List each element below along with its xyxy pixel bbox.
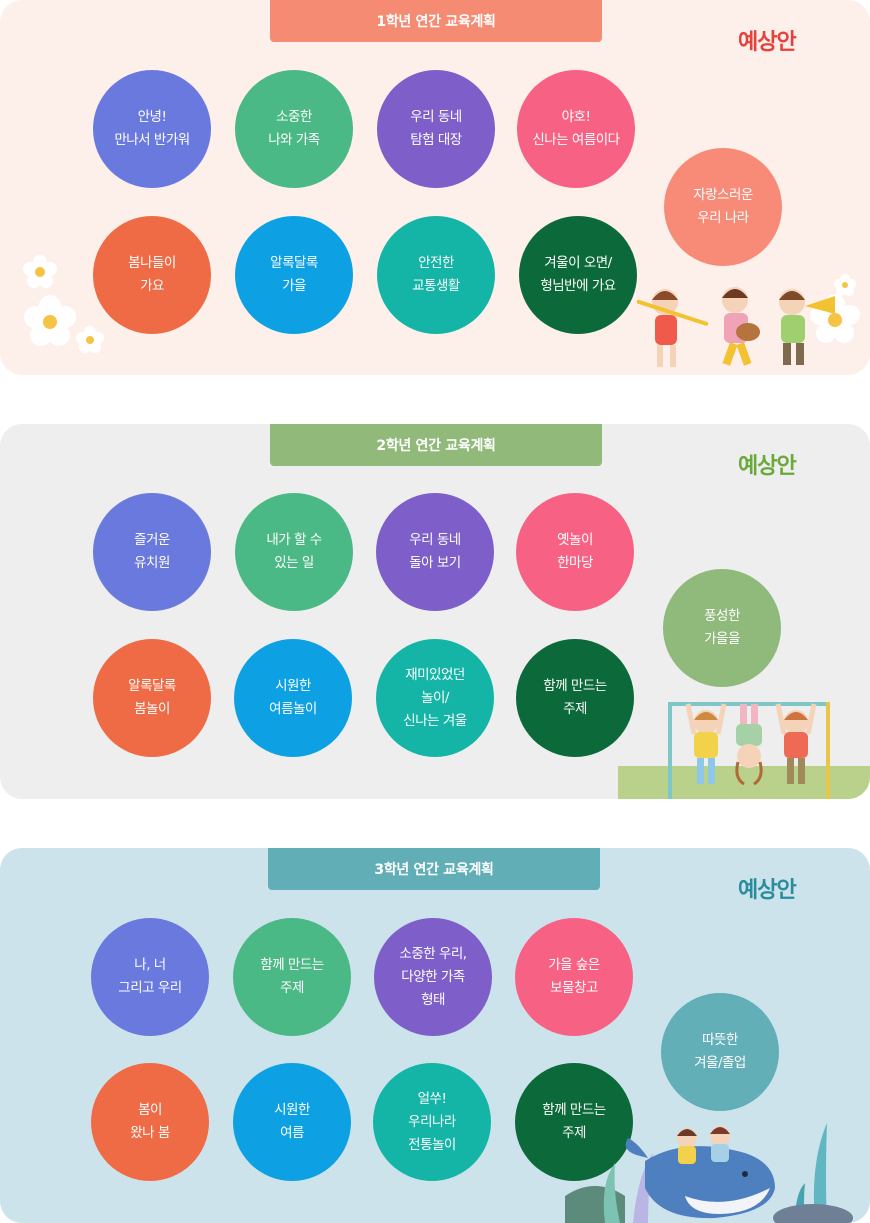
- grade3-title: 3학년 연간 교육계획: [268, 848, 600, 890]
- whale-kids-icon: [565, 1123, 853, 1223]
- grade3-theme-2: 함께 만드는 주제: [233, 918, 351, 1036]
- grade3-theme-4: 가을 숲은 보물창고: [515, 918, 633, 1036]
- grade3-theme-8: 함께 만드는 주제: [515, 1063, 633, 1181]
- monkey-bars-kids-icon: [618, 702, 870, 799]
- grade3-theme-3: 소중한 우리, 다양한 가족 형태: [374, 918, 492, 1036]
- grade1-theme-3: 우리 동네 탐험 대장: [377, 70, 495, 188]
- grade1-theme-5: 봄나들이 가요: [93, 216, 211, 334]
- grade1-theme-7: 안전한 교통생활: [377, 216, 495, 334]
- grade2-theme-1: 즐거운 유치원: [93, 493, 211, 611]
- grade2-theme-8: 함께 만드는 주제: [516, 639, 634, 757]
- grade1-theme-1: 안녕! 만나서 반가워: [93, 70, 211, 188]
- grade2-theme-9: 풍성한 가을을: [663, 569, 781, 687]
- grade2-title: 2학년 연간 교육계획: [270, 424, 602, 466]
- grade1-plan-panel: 1학년 연간 교육계획 예상안 안녕! 만나서 반가워 소중한 나와 가족 우리…: [0, 0, 870, 375]
- grade2-draft-label: 예상안: [738, 454, 797, 479]
- grade1-theme-6: 알록달록 가을: [235, 216, 353, 334]
- grade3-plan-panel: 3학년 연간 교육계획 예상안 나, 너 그리고 우리 함께 만드는 주제 소중…: [0, 848, 870, 1223]
- grade3-theme-6: 시원한 여름: [233, 1063, 351, 1181]
- grade3-theme-9: 따뜻한 겨울/졸업: [661, 993, 779, 1111]
- grade1-title: 1학년 연간 교육계획: [270, 0, 602, 42]
- grade2-theme-4: 옛놀이 한마당: [516, 493, 634, 611]
- grade1-theme-4: 야호! 신나는 여름이다: [517, 70, 635, 188]
- grade3-draft-label: 예상안: [738, 878, 797, 903]
- grade1-theme-9: 자랑스러운 우리 나라: [664, 148, 782, 266]
- grade3-theme-7: 얼쑤! 우리나라 전통놀이: [373, 1063, 491, 1181]
- grade2-theme-6: 시원한 여름놀이: [234, 639, 352, 757]
- grade1-theme-2: 소중한 나와 가족: [235, 70, 353, 188]
- grade2-plan-panel: 2학년 연간 교육계획 예상안 즐거운 유치원 내가 할 수 있는 일 우리 동…: [0, 424, 870, 799]
- grade3-theme-5: 봄이 왔나 봄: [91, 1063, 209, 1181]
- grade2-theme-3: 우리 동네 돌아 보기: [376, 493, 494, 611]
- daisy-flower-icon: [23, 255, 104, 353]
- grade1-draft-label: 예상안: [738, 30, 797, 55]
- grade3-theme-1: 나, 너 그리고 우리: [91, 918, 209, 1036]
- marching-band-kids-icon: [636, 274, 860, 367]
- grade2-theme-5: 알록달록 봄놀이: [93, 639, 211, 757]
- grade2-theme-7: 재미있었던 놀이/ 신나는 겨울: [376, 639, 494, 757]
- grade2-theme-2: 내가 할 수 있는 일: [235, 493, 353, 611]
- grade1-theme-8: 겨울이 오면/ 형님반에 가요: [519, 216, 637, 334]
